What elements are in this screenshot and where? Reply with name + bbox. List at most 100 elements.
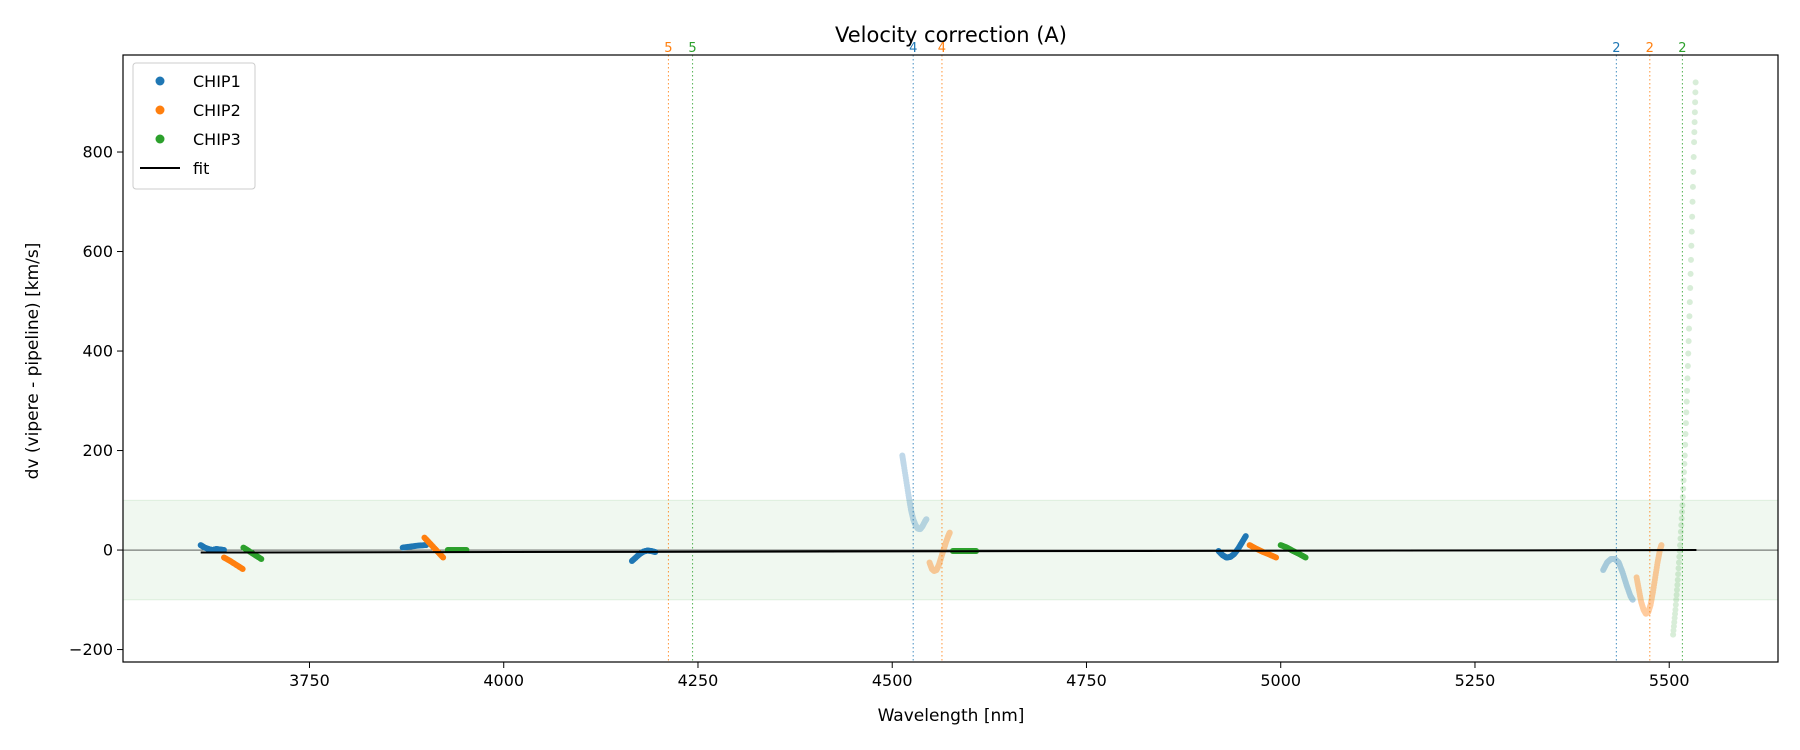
data-point-fill [1691, 109, 1698, 116]
data-point [1633, 574, 1640, 581]
data-point-fill [1673, 591, 1680, 598]
data-point-fill [1687, 256, 1694, 263]
data-point-fill [1692, 99, 1699, 106]
data-point-fill [937, 555, 944, 562]
data-point-fill [1609, 556, 1616, 563]
data-point-fill [1680, 469, 1687, 476]
data-point-fill [936, 559, 943, 566]
data-point-fill [907, 501, 914, 508]
series-segment [949, 548, 980, 555]
legend-label: fit [193, 159, 209, 178]
data-point-fill [1675, 565, 1682, 572]
data-point-fill [1690, 153, 1697, 160]
data-point [923, 516, 930, 523]
data-point-fill [1657, 544, 1664, 551]
data-point-fill [1617, 564, 1624, 571]
data-point-fill [937, 557, 944, 564]
data-point-fill [1673, 596, 1680, 603]
data-point-fill [1683, 409, 1690, 416]
data-point [1623, 581, 1630, 588]
order-marker-label: 2 [1612, 41, 1620, 56]
data-point-fill [900, 459, 907, 466]
data-point-fill [913, 523, 920, 530]
data-point [914, 525, 921, 532]
data-point [1691, 139, 1698, 146]
data-point-fill [1639, 604, 1646, 611]
data-point-fill [911, 520, 918, 527]
data-point-fill [1613, 557, 1620, 564]
legend-marker [155, 134, 165, 144]
data-point-fill [1602, 561, 1609, 568]
series-chip3 [240, 79, 1699, 638]
order-marker-label: 2 [1678, 41, 1686, 56]
data-point [1629, 596, 1636, 603]
series-segment [197, 542, 228, 554]
data-point [1681, 452, 1688, 459]
data-point-fill [916, 525, 923, 532]
data-point-fill [923, 516, 930, 523]
data-point-fill [1685, 338, 1692, 345]
data-point [1686, 313, 1693, 320]
series-segment [926, 529, 953, 574]
x-tick-label: 4250 [678, 671, 719, 690]
data-point-fill [1671, 615, 1678, 622]
data-point-fill [1601, 564, 1608, 571]
data-point-fill [908, 507, 915, 514]
data-point-fill [1673, 586, 1680, 593]
data-point-fill [1684, 362, 1691, 369]
data-point-fill [930, 567, 937, 574]
data-point-fill [1625, 587, 1632, 594]
data-point-fill [1628, 595, 1635, 602]
data-point-fill [1681, 460, 1688, 467]
data-point-fill [1633, 576, 1640, 583]
data-point-fill [1691, 119, 1698, 126]
data-point-fill [1637, 597, 1644, 604]
data-point-fill [1615, 558, 1622, 565]
series-segment [1600, 556, 1636, 603]
data-point [1658, 542, 1665, 549]
data-point-fill [1640, 605, 1647, 612]
data-point [1647, 601, 1654, 608]
data-point [919, 523, 926, 530]
data-point-fill [1686, 299, 1693, 306]
data-point [258, 556, 265, 563]
data-point-fill [1639, 601, 1646, 608]
data-point-fill [917, 525, 924, 532]
x-tick-label: 5250 [1455, 671, 1496, 690]
data-point-fill [910, 518, 917, 525]
data-point-fill [915, 525, 922, 532]
x-tick-label: 4500 [872, 671, 913, 690]
y-tick-label: 400 [82, 342, 113, 361]
legend-box [132, 62, 256, 190]
data-point-fill [905, 494, 912, 501]
data-point-fill [922, 518, 929, 525]
x-tick-label: 3750 [289, 671, 330, 690]
data-point-fill [910, 517, 917, 524]
legend-label: CHIP1 [193, 72, 241, 91]
data-point-fill [1628, 594, 1635, 601]
data-point-fill [1674, 581, 1681, 588]
data-point-fill [919, 523, 926, 530]
data-point-fill [899, 454, 906, 461]
data-point-fill [1635, 582, 1642, 589]
data-point-fill [931, 567, 938, 574]
data-point-fill [1650, 586, 1657, 593]
data-point-fill [944, 536, 951, 543]
data-point [931, 567, 938, 574]
data-point-fill [1688, 242, 1695, 249]
data-point-fill [912, 521, 919, 528]
data-point [1654, 559, 1661, 566]
data-point-fill [1678, 522, 1685, 529]
data-point [907, 506, 914, 513]
data-point [903, 477, 910, 484]
data-point-fill [942, 542, 949, 549]
data-point-fill [909, 512, 916, 519]
x-tick-label: 5000 [1260, 671, 1301, 690]
data-point-fill [1626, 589, 1633, 596]
data-point-fill [1646, 605, 1653, 612]
fit-line [200, 549, 1697, 554]
y-axis-ticks: −200 0 200 400 600 800 [69, 143, 123, 659]
data-point [1607, 556, 1614, 563]
data-point-fill [1675, 559, 1682, 566]
